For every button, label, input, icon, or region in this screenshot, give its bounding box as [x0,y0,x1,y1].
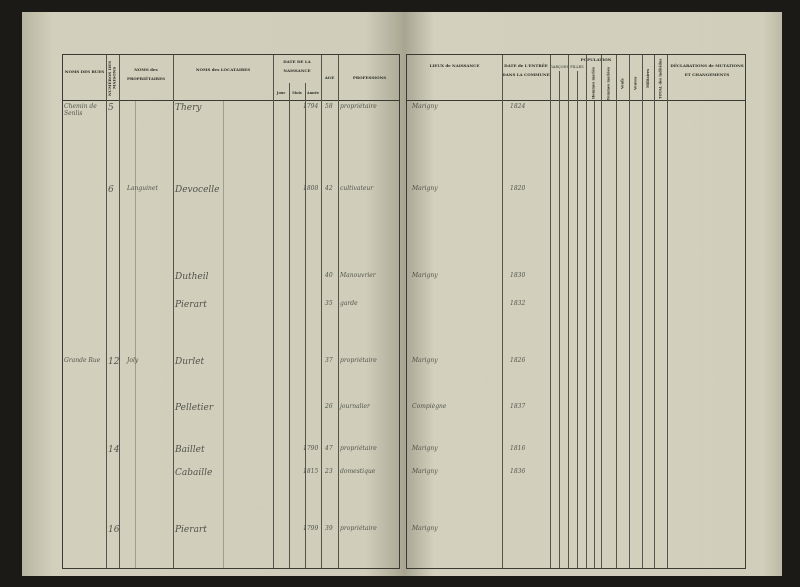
header-veuves: Veuves [633,76,638,91]
cell-loc: Pierart [175,300,207,310]
header-annee: Année [306,91,320,95]
cell-lieu: Marigny [412,272,438,279]
cell-annee: 1815 [303,468,319,475]
cell-lieu: Marigny [412,357,438,364]
cell-loc: Devocelle [175,185,220,195]
header-filles: FILLES [570,65,584,69]
header-declarations: DÉCLARATIONS de MUTATIONS ET CHANGEMENTS [670,63,744,77]
cell-prof: propriétaire [340,445,377,452]
cell-num: 12 [108,357,120,367]
cell-loc: Durlet [175,357,205,367]
cell-loc: Pelletier [175,403,214,413]
cell-loc: Thery [175,103,202,113]
cell-num: 14 [108,445,120,455]
header-numeros: NUMÉROS DES MAISONS [107,60,117,96]
cell-entree: 1816 [510,445,526,452]
right-register-table: LIEUX de NAISSANCE DATE de L'ENTRÉE DANS… [406,54,746,569]
cell-loc: Cabaille [175,468,213,478]
cell-age: 26 [325,403,333,410]
cell-annee: 1808 [303,185,319,192]
cell-age: 35 [325,300,333,307]
cell-entree: 1826 [510,357,526,364]
cell-age: 23 [325,468,333,475]
header-mois: Mois [292,91,302,95]
cell-loc: Dutheil [175,272,209,282]
header-lieux: LIEUX de NAISSANCE [429,63,480,68]
cell-age: 58 [325,103,333,110]
cell-prop: Languinet [127,185,158,192]
cell-prof: propriétaire [340,103,377,110]
cell-prof: cultivateur [340,185,374,192]
cell-lieu: Marigny [412,445,438,452]
header-date: DATE DE LA NAISSANCE [283,59,311,73]
cell-lieu: Marigny [412,468,438,475]
cell-entree: 1820 [510,185,526,192]
cell-lieu: Marigny [412,185,438,192]
header-militaires: Militaires [645,68,650,89]
cell-age: 47 [325,445,333,452]
cell-annee: 1799 [303,525,319,532]
cell-entree: 1832 [510,300,526,307]
cell-num: 6 [108,185,114,195]
header-femmes-mariees: Femmes mariées [606,67,611,100]
cell-age: 42 [325,185,333,192]
left-header: NOMS DES RUES NUMÉROS DES MAISONS NOMS d… [63,55,399,101]
cell-rue: Grande Rue [64,357,101,364]
cell-entree: 1824 [510,103,526,110]
cell-prop: Joly [127,357,139,364]
cell-lieu: Compiègne [412,403,447,410]
left-page: NOMS DES RUES NUMÉROS DES MAISONS NOMS d… [22,12,404,576]
header-rues: NOMS DES RUES [64,69,105,74]
header-age: AGE [324,75,335,80]
cell-loc: Baillet [175,445,205,455]
cell-num: 16 [108,525,120,535]
header-proprietaires: NOMS des PROPRIÉTAIRES [126,67,166,81]
cell-prof: Manouvrier [340,272,376,279]
cell-annee: 1794 [303,103,319,110]
cell-prof: domestique [340,468,376,475]
header-population: POPULATION [580,57,612,62]
cell-lieu: Marigny [412,103,438,110]
header-date-entree: DATE de L'ENTRÉE DANS LA COMMUNE [502,63,550,77]
header-locataires: NOMS des LOCATAIRES [195,67,251,72]
cell-loc: Pierart [175,525,207,535]
header-jour: Jour [276,91,286,95]
header-veufs: Veufs [620,78,625,89]
cell-num: 5 [108,103,114,113]
cell-rue: Chemin de Senlis [64,103,97,117]
cell-annee: 1790 [303,445,319,452]
cell-age: 40 [325,272,333,279]
header-total: TOTAL des individus [658,58,663,99]
header-garcons: GARÇONS [550,65,569,69]
right-page: LIEUX de NAISSANCE DATE de L'ENTRÉE DANS… [404,12,782,576]
cell-age: 37 [325,357,333,364]
cell-age: 39 [325,525,333,532]
right-header: LIEUX de NAISSANCE DATE de L'ENTRÉE DANS… [407,55,745,101]
left-register-table: NOMS DES RUES NUMÉROS DES MAISONS NOMS d… [62,54,400,569]
cell-entree: 1830 [510,272,526,279]
cell-prof: journalier [340,403,370,410]
cell-entree: 1837 [510,403,526,410]
cell-prof: garde [340,300,358,307]
header-hommes-maries: Hommes mariés [591,67,596,100]
cell-prof: propriétaire [340,357,377,364]
cell-prof: propriétaire [340,525,377,532]
cell-entree: 1836 [510,468,526,475]
cell-lieu: Marigny [412,525,438,532]
header-professions: PROFESSIONS [352,75,387,80]
